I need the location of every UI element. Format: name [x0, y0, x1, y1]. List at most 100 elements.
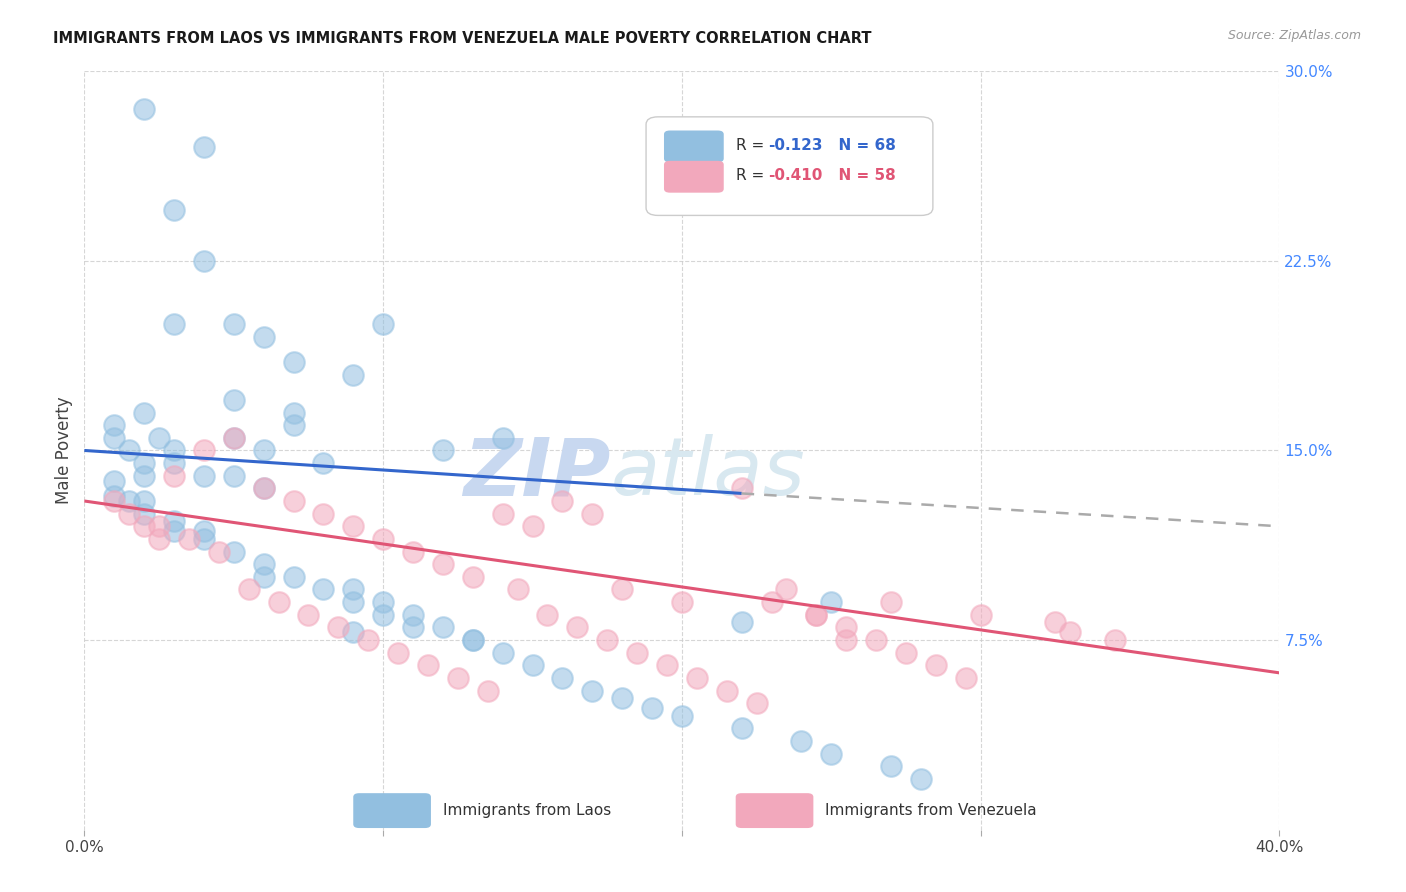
Point — [835, 620, 858, 634]
Point — [612, 582, 634, 597]
Point — [612, 691, 634, 706]
FancyBboxPatch shape — [664, 161, 724, 193]
Point — [253, 482, 276, 496]
FancyBboxPatch shape — [664, 130, 724, 162]
Point — [492, 431, 515, 445]
Point — [477, 683, 499, 698]
Point — [148, 431, 170, 445]
Point — [1045, 615, 1067, 630]
Point — [820, 595, 842, 609]
Point — [342, 368, 364, 382]
Point — [193, 140, 215, 154]
Point — [132, 456, 156, 470]
Text: ZIP: ZIP — [463, 434, 610, 512]
Point — [447, 671, 470, 685]
Text: -0.123: -0.123 — [768, 138, 823, 153]
Point — [925, 658, 948, 673]
Point — [163, 317, 186, 331]
Point — [283, 494, 305, 508]
Point — [357, 633, 380, 648]
Point — [342, 625, 364, 640]
Point — [432, 557, 454, 572]
Point — [581, 507, 603, 521]
Point — [655, 658, 678, 673]
Point — [342, 595, 364, 609]
Text: N = 58: N = 58 — [828, 169, 896, 184]
Point — [132, 507, 156, 521]
Point — [835, 633, 858, 648]
Point — [222, 544, 245, 558]
Point — [373, 532, 395, 546]
Text: R =: R = — [735, 169, 769, 184]
Text: atlas: atlas — [610, 434, 806, 512]
Point — [775, 582, 797, 597]
Point — [416, 658, 439, 673]
Point — [283, 405, 305, 420]
Point — [970, 607, 993, 622]
Point — [506, 582, 529, 597]
Point — [222, 392, 245, 407]
Point — [222, 431, 245, 445]
Text: N = 68: N = 68 — [828, 138, 896, 153]
Point — [283, 570, 305, 584]
FancyBboxPatch shape — [647, 117, 934, 216]
Point — [716, 683, 738, 698]
Point — [342, 582, 364, 597]
Point — [536, 607, 558, 622]
Point — [238, 582, 260, 597]
Point — [163, 468, 186, 483]
Point — [132, 494, 156, 508]
Point — [671, 708, 693, 723]
Point — [163, 456, 186, 470]
Point — [312, 507, 335, 521]
Point — [373, 607, 395, 622]
Point — [731, 615, 754, 630]
Point — [328, 620, 350, 634]
Point — [312, 456, 335, 470]
Point — [761, 595, 783, 609]
Point — [880, 595, 903, 609]
Point — [148, 519, 170, 533]
Point — [253, 443, 276, 458]
Point — [373, 317, 395, 331]
Point — [163, 514, 186, 528]
Point — [208, 544, 231, 558]
Point — [177, 532, 200, 546]
Point — [222, 468, 245, 483]
Point — [148, 532, 170, 546]
Point — [641, 701, 664, 715]
Point — [402, 620, 425, 634]
Point — [103, 431, 125, 445]
Point — [731, 482, 754, 496]
Point — [283, 355, 305, 369]
Point — [790, 734, 813, 748]
Point — [865, 633, 887, 648]
Point — [745, 696, 768, 710]
Point — [267, 595, 290, 609]
Point — [492, 646, 515, 660]
Point — [910, 772, 932, 786]
Point — [402, 607, 425, 622]
Point — [253, 330, 276, 344]
Point — [955, 671, 977, 685]
Point — [880, 759, 903, 773]
Point — [193, 524, 215, 539]
Text: Immigrants from Venezuela: Immigrants from Venezuela — [825, 803, 1038, 818]
Text: IMMIGRANTS FROM LAOS VS IMMIGRANTS FROM VENEZUELA MALE POVERTY CORRELATION CHART: IMMIGRANTS FROM LAOS VS IMMIGRANTS FROM … — [53, 31, 872, 46]
Point — [522, 658, 544, 673]
Point — [193, 468, 215, 483]
Point — [522, 519, 544, 533]
Point — [387, 646, 409, 660]
Point — [731, 722, 754, 736]
Point — [103, 474, 125, 488]
Point — [132, 103, 156, 117]
Point — [567, 620, 589, 634]
Y-axis label: Male Poverty: Male Poverty — [55, 397, 73, 504]
Point — [283, 418, 305, 433]
Point — [373, 595, 395, 609]
Point — [806, 607, 828, 622]
Point — [253, 482, 276, 496]
Point — [432, 620, 454, 634]
Point — [820, 747, 842, 761]
Text: R =: R = — [735, 138, 769, 153]
